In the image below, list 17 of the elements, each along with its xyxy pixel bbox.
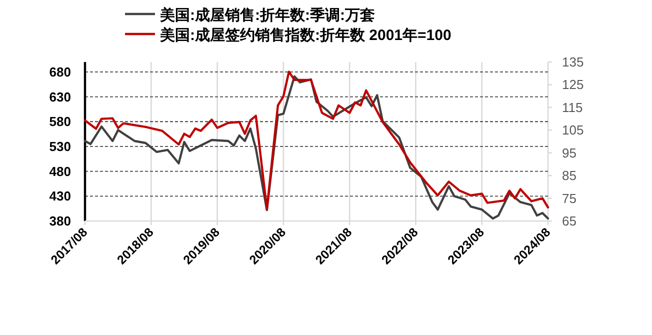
- y2-tick-label: 65: [562, 214, 576, 228]
- y-tick-label: 530: [49, 138, 71, 154]
- y-tick-label: 480: [49, 164, 71, 179]
- y2-tick-label: 75: [562, 190, 576, 206]
- y2-tick-label: 125: [562, 77, 584, 92]
- y-tick-label: 430: [49, 188, 71, 204]
- y-tick-label: 680: [49, 64, 71, 80]
- y2-tick-label: 135: [562, 54, 584, 70]
- y2-tick-label: 85: [562, 168, 576, 184]
- y2-tick-label: 115: [562, 100, 583, 115]
- y-tick-label: 630: [49, 89, 71, 104]
- legend-label: 美国:成屋销售:折年数:季调:万套: [159, 6, 375, 24]
- legend-label: 美国:成屋签约销售指数:折年数 2001年=100: [159, 26, 452, 44]
- y-tick-label: 380: [49, 214, 71, 228]
- y2-tick-label: 95: [562, 145, 576, 160]
- y-tick-label: 580: [49, 114, 71, 130]
- y2-tick-label: 105: [562, 122, 584, 138]
